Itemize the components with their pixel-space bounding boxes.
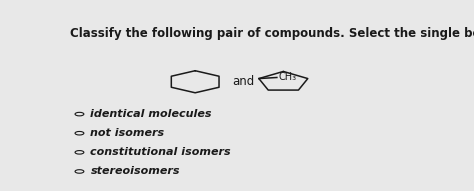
Text: identical molecules: identical molecules: [91, 109, 212, 119]
Text: and: and: [232, 75, 254, 88]
Text: constitutional isomers: constitutional isomers: [91, 147, 231, 157]
Text: not isomers: not isomers: [91, 128, 164, 138]
Text: Classify the following pair of compounds. Select the single best answer.: Classify the following pair of compounds…: [70, 27, 474, 40]
Text: CH₃: CH₃: [279, 73, 297, 83]
Text: stereoisomers: stereoisomers: [91, 167, 180, 176]
